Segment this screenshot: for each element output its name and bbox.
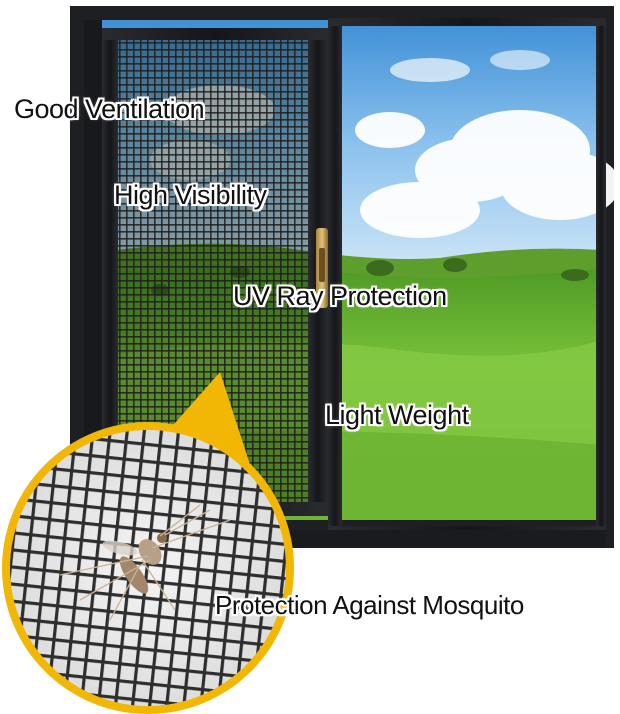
- zoom-callout: [2, 372, 294, 714]
- feature-label-light-weight: Light Weight: [325, 400, 469, 430]
- feature-label-mosquito-protection: Protection Against Mosquito: [215, 590, 524, 620]
- feature-label-uv-protection: UV Ray Protection: [233, 281, 447, 311]
- feature-label-visibility: High Visibility: [114, 180, 267, 210]
- mosquito-icon: [59, 504, 231, 621]
- feature-label-ventilation: Good Ventilation: [14, 94, 205, 124]
